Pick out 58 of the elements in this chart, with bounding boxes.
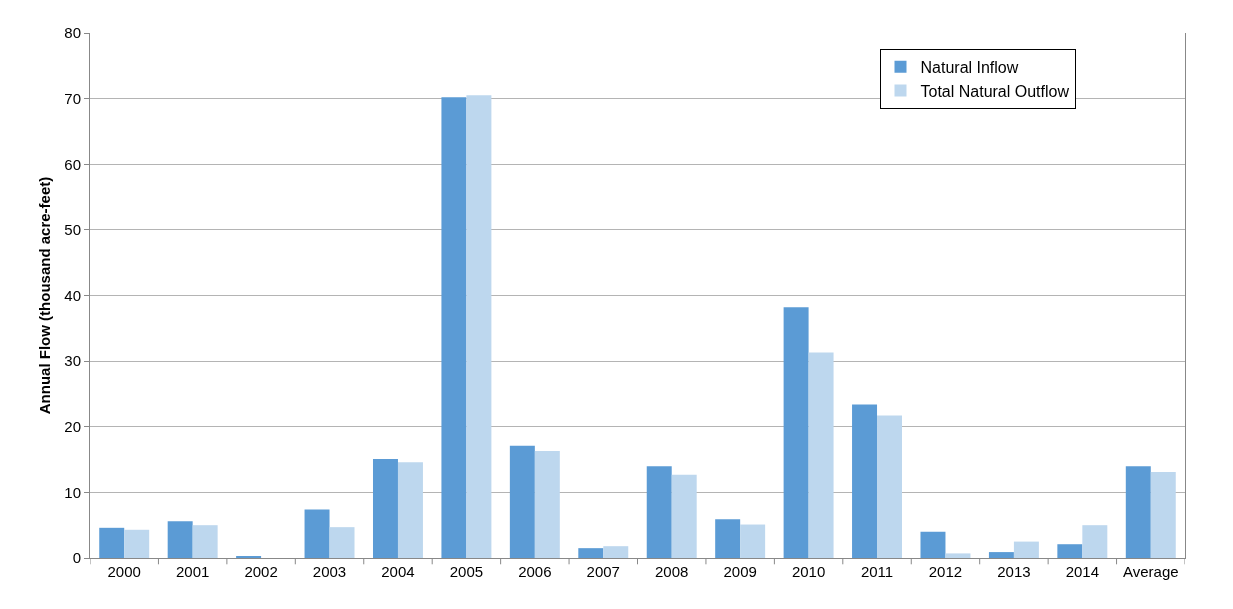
bar [192,525,218,558]
x-tick-label: 2009 [723,563,757,580]
x-tick-label: 2001 [175,563,210,580]
y-tick-label: 80 [64,24,81,42]
legend-label: Total Natural Outflow [920,82,1070,100]
bar [534,451,560,558]
bar [945,553,971,558]
bar [304,509,330,558]
bar [1013,541,1039,558]
y-tick-label: 50 [64,221,81,239]
bar [99,527,125,558]
bar [603,546,629,558]
x-tick-label: 2000 [107,563,141,580]
bar [1057,544,1083,558]
x-tick-label: 2006 [518,563,552,580]
bar [715,519,741,558]
bar [578,548,604,558]
y-tick-label: 20 [64,418,81,435]
x-tick-label: 2005 [449,563,484,580]
x-tick-label: 2002 [244,563,278,580]
bar [783,307,809,558]
x-tick-label: 2013 [997,563,1031,580]
x-tick-label: 2007 [586,563,620,580]
bar [920,531,946,558]
x-tick-label: 2012 [928,563,963,580]
bar [509,445,535,558]
y-tick-label: 60 [64,155,81,173]
y-tick-label: 10 [64,483,81,501]
bar [988,552,1014,558]
bar [372,458,398,558]
bar [1150,472,1176,558]
x-tick-label: Average [1122,563,1179,580]
bar [167,521,193,558]
x-tick-label: 2014 [1065,563,1100,580]
y-axis-title: Annual Flow (thousand acre-feet) [36,176,53,415]
x-tick-label: 2008 [655,563,689,580]
bar [124,529,150,558]
x-tick-label: 2004 [381,563,415,580]
y-tick-label: 0 [72,549,81,567]
bar [441,97,467,558]
bar [1082,525,1108,558]
bar [1125,466,1151,558]
bar [740,524,766,558]
bar [671,474,697,558]
bar [877,415,903,558]
legend-label: Natural Inflow [920,58,1019,76]
bar [329,527,355,558]
bar [466,95,492,558]
y-tick-label: 40 [64,286,81,304]
x-tick-label: 2011 [860,563,894,580]
bar [397,462,423,558]
bar [808,352,834,558]
x-tick-label: 2010 [791,563,826,580]
x-tick-label: 2003 [312,563,347,580]
bar [852,404,878,558]
y-tick-label: 30 [64,352,81,370]
y-tick-label: 70 [64,89,81,107]
bar [646,466,672,558]
